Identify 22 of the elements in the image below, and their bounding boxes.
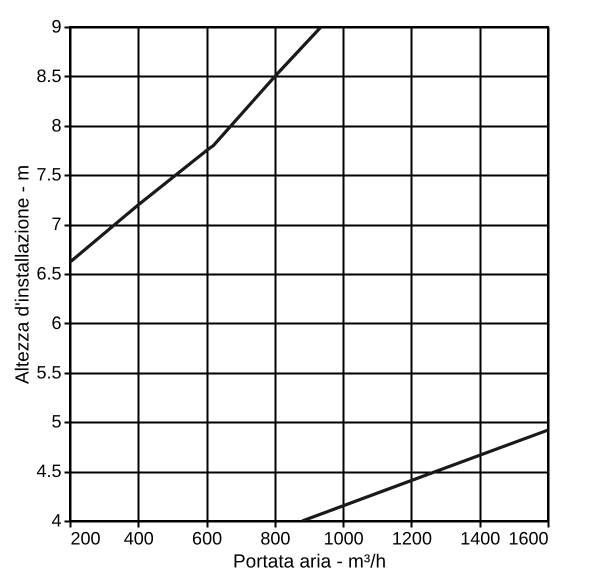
x-tick-label: 200 — [70, 528, 101, 548]
x-tick-label: 600 — [192, 528, 222, 548]
x-axis-title: Portata aria - m³/h — [232, 552, 386, 572]
y-tick-label: 6 — [51, 312, 62, 333]
y-tick-label: 6.5 — [36, 264, 62, 284]
x-tick-label: 400 — [124, 528, 154, 548]
x-tick-label: 1200 — [392, 528, 432, 548]
y-tick-label: 7 — [51, 214, 62, 234]
y-tick-label: 8.5 — [36, 66, 62, 86]
line-series — [70, 27, 323, 264]
x-tick-label: 1600 — [508, 528, 548, 548]
y-axis-title: Altezza d'installazione - m — [12, 164, 34, 384]
y-tick-label: 9 — [51, 16, 62, 36]
x-tick-label: 1400 — [460, 528, 500, 548]
y-tick-label: 5 — [51, 412, 62, 432]
y-tick-label: 7.5 — [36, 164, 62, 185]
x-tick-label: 1000 — [324, 528, 364, 548]
y-tick-label: 8 — [51, 115, 62, 136]
y-tick-label: 4 — [51, 510, 62, 530]
y-tick-label: 5.5 — [36, 362, 62, 382]
x-tick-label: 800 — [260, 528, 290, 548]
y-tick-label: 4.5 — [36, 461, 62, 482]
